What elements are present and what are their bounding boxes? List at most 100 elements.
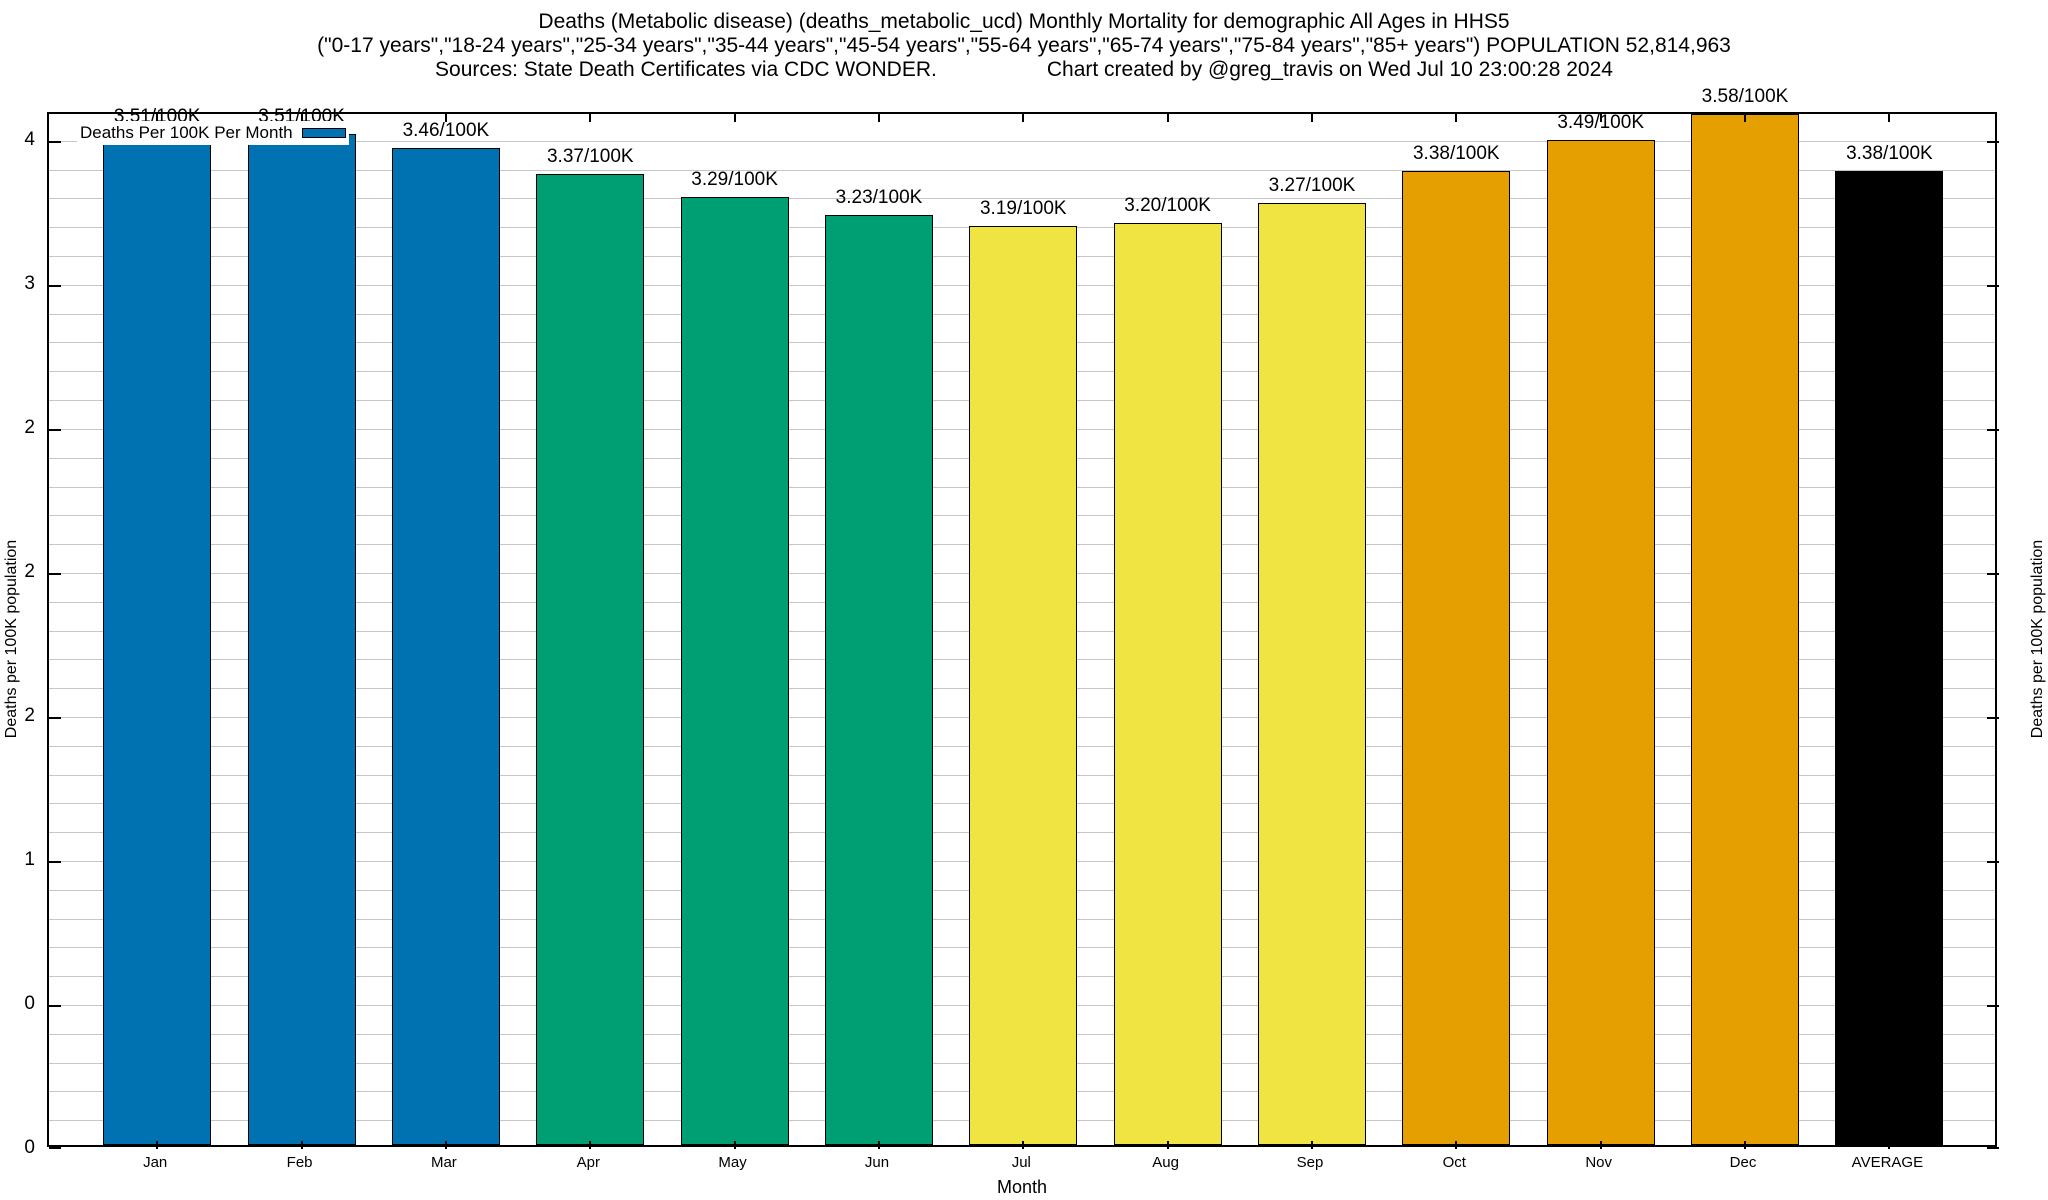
y-axis-title-right: Deaths per 100K population — [2029, 539, 2046, 739]
y-major-tick-mark — [49, 284, 61, 287]
bar-value-label: 3.37/100K — [546, 146, 634, 168]
y-axis-title-left: Deaths per 100K population — [3, 539, 20, 739]
bar-oct — [1402, 171, 1511, 1145]
bar-aug — [1113, 223, 1222, 1145]
bar-value-label: 3.46/100K — [402, 120, 490, 142]
bar-jun — [825, 214, 933, 1145]
x-category-label-feb: Feb — [286, 1154, 313, 1171]
x-category-label-mar: Mar — [430, 1154, 457, 1171]
y-tick-label: 2 — [24, 704, 35, 726]
gridline — [49, 169, 1995, 171]
y-major-tick-mark — [1987, 428, 1999, 431]
x-tick-mark — [1888, 1141, 1891, 1149]
y-tick-label: 4 — [24, 128, 35, 150]
chart-title-line2: ("0-17 years","18-24 years","25-34 years… — [317, 34, 1731, 57]
x-category-label-dec: Dec — [1729, 1154, 1757, 1171]
y-tick-label: 0 — [24, 993, 35, 1014]
y-major-tick-mark — [49, 1005, 61, 1007]
x-category-label-oct: Oct — [1442, 1154, 1466, 1171]
y-major-tick-mark — [49, 1147, 61, 1149]
legend-label: Deaths Per 100K Per Month — [80, 123, 293, 142]
x-tick-mark — [156, 114, 159, 122]
y-major-tick-mark — [1987, 140, 1999, 143]
bar-jan — [103, 133, 212, 1145]
gridline — [49, 198, 1995, 200]
y-major-tick-mark — [1987, 1147, 1999, 1149]
y-major-tick-mark — [49, 716, 61, 719]
y-major-tick-mark — [1987, 572, 1999, 575]
x-axis-title: Month — [996, 1177, 1048, 1197]
y-tick-label: 3 — [24, 272, 35, 294]
x-tick-mark — [1888, 114, 1891, 122]
y-major-tick-mark — [1987, 716, 1999, 719]
bar-average — [1835, 171, 1944, 1145]
bar-dec — [1691, 113, 1799, 1145]
x-tick-mark — [1022, 114, 1025, 122]
x-tick-mark — [589, 1141, 592, 1149]
bar-value-label: 3.19/100K — [979, 198, 1067, 220]
bar-value-label: 3.23/100K — [835, 186, 923, 208]
chart-title-line1: Deaths (Metabolic disease) (deaths_metab… — [538, 10, 1510, 33]
x-tick-mark — [300, 114, 303, 122]
x-tick-mark — [1311, 114, 1313, 122]
x-category-label-average: AVERAGE — [1851, 1154, 1924, 1171]
bar-value-label: 3.27/100K — [1268, 175, 1356, 196]
x-tick-mark — [1166, 1141, 1169, 1149]
x-category-label-nov: Nov — [1585, 1154, 1613, 1171]
y-major-tick-mark — [49, 428, 61, 431]
x-tick-mark — [1166, 114, 1169, 122]
x-category-label-sep: Sep — [1296, 1154, 1324, 1171]
x-tick-mark — [1455, 114, 1458, 122]
y-tick-label: 2 — [24, 416, 35, 438]
x-category-label-apr: Apr — [576, 1154, 600, 1171]
y-tick-label: 0 — [24, 1137, 35, 1158]
x-tick-mark — [589, 114, 592, 122]
chart-title-line3: Sources: State Death Certificates via CD… — [0, 58, 2048, 82]
y-major-tick-mark — [49, 860, 61, 863]
y-major-tick-mark — [1987, 284, 1999, 287]
bar-may — [680, 197, 789, 1145]
x-tick-mark — [1744, 1141, 1746, 1149]
x-tick-mark — [444, 114, 447, 122]
x-tick-mark — [1744, 114, 1746, 122]
gridline — [49, 140, 1995, 142]
bar-value-label: 3.58/100K — [1701, 85, 1789, 107]
x-tick-mark — [156, 1141, 159, 1149]
y-major-tick-mark — [49, 572, 61, 575]
bar-value-label: 3.29/100K — [691, 169, 778, 191]
bar-value-label: 3.38/100K — [1846, 143, 1933, 165]
plot-area: 3.51/100K3.51/100K3.46/100K3.37/100K3.29… — [47, 86, 1999, 1149]
bar-mar — [391, 148, 500, 1145]
x-tick-mark — [878, 114, 880, 122]
bar-value-label: 3.49/100K — [1557, 111, 1644, 133]
chart-titles: Deaths (Metabolic disease) (deaths_metab… — [0, 10, 2048, 82]
x-category-label-aug: Aug — [1152, 1154, 1179, 1171]
bar-nov — [1546, 139, 1655, 1145]
legend-swatch — [301, 128, 346, 138]
y-major-tick-mark — [49, 140, 61, 143]
y-major-tick-mark — [1987, 1005, 1999, 1007]
y-tick-label: 1 — [24, 848, 35, 870]
x-category-label-jun: Jun — [864, 1154, 890, 1171]
x-tick-mark — [444, 1141, 447, 1149]
chart-credit: Chart created by @greg_travis on Wed Jul… — [1046, 58, 1613, 81]
x-tick-mark — [1022, 1141, 1025, 1149]
y-major-tick-mark — [1987, 860, 1999, 863]
x-tick-mark — [1311, 1141, 1313, 1149]
x-tick-mark — [878, 1141, 880, 1149]
bar-sep — [1258, 203, 1366, 1145]
chart-sources: Sources: State Death Certificates via CD… — [435, 58, 937, 81]
x-tick-mark — [1599, 1141, 1602, 1149]
x-tick-mark — [1455, 1141, 1458, 1149]
y-tick-label: 2 — [24, 560, 35, 582]
bar-apr — [536, 174, 645, 1145]
x-category-label-jul: Jul — [1011, 1154, 1031, 1171]
x-tick-mark — [1599, 114, 1602, 122]
bar-jul — [969, 226, 1078, 1145]
bar-value-label: 3.20/100K — [1124, 195, 1211, 217]
x-category-label-jan: Jan — [143, 1154, 168, 1171]
x-tick-mark — [733, 1141, 736, 1149]
x-tick-mark — [733, 114, 736, 122]
bar-value-label: 3.38/100K — [1412, 143, 1500, 165]
legend: Deaths Per 100K Per Month — [77, 121, 349, 145]
